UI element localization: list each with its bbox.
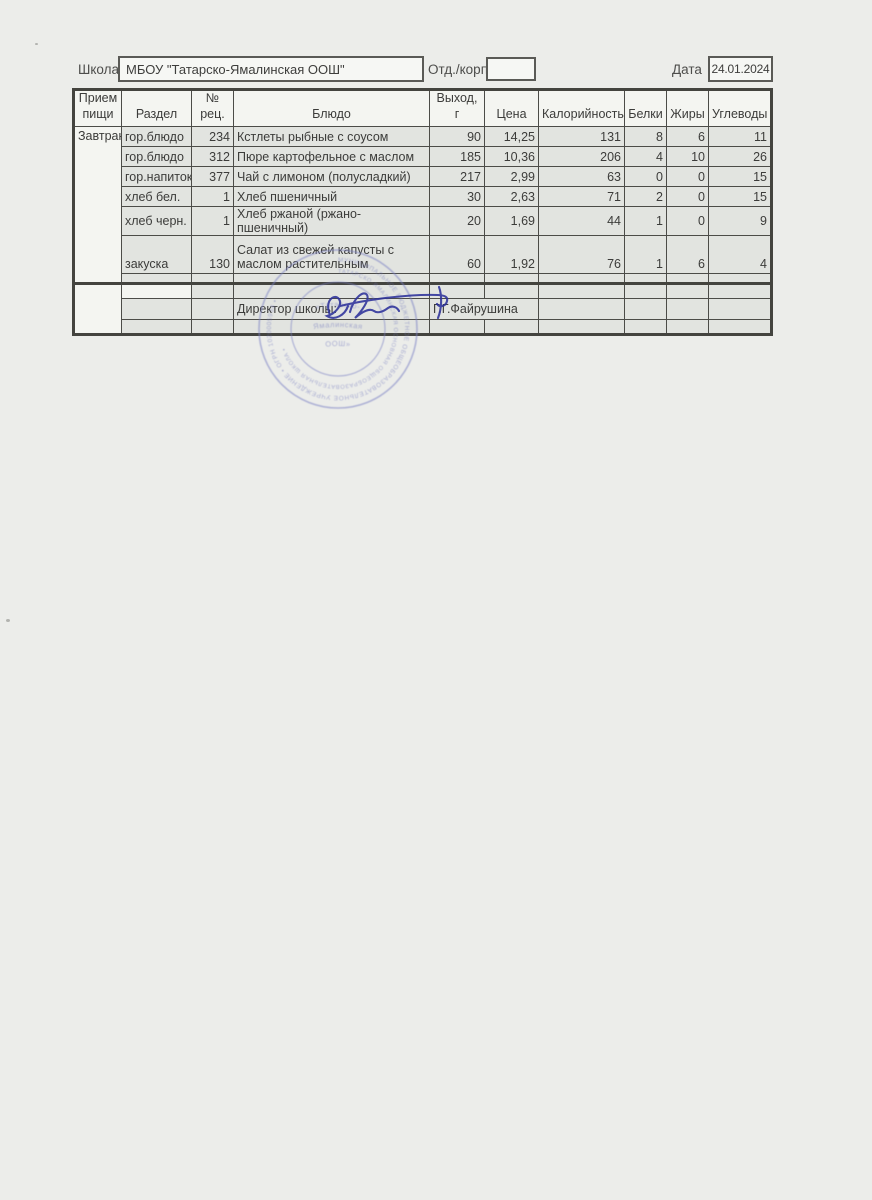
weight-cell: 185 bbox=[429, 146, 485, 168]
price-cell: 1,92 bbox=[484, 235, 539, 275]
price-cell: 1,69 bbox=[484, 206, 539, 237]
col-header-carbs: Углеводы bbox=[708, 88, 772, 128]
section-cell: гор.напиток bbox=[121, 166, 192, 188]
recipe-cell: 130 bbox=[191, 235, 234, 275]
fat-cell: 0 bbox=[666, 186, 709, 208]
protein-cell: 1 bbox=[624, 235, 667, 275]
protein-cell: 4 bbox=[624, 146, 667, 168]
protein-cell: 8 bbox=[624, 126, 667, 148]
footer-row bbox=[74, 319, 772, 335]
scan-speck bbox=[6, 619, 10, 622]
dish-cell: Пюре картофельное с маслом bbox=[233, 146, 430, 168]
signature-table: Директор школы: Г.Г.Файрушина bbox=[72, 282, 773, 336]
price-cell: 2,99 bbox=[484, 166, 539, 188]
footer-row: Директор школы: Г.Г.Файрушина bbox=[74, 298, 772, 320]
col-header-calories: Калорийность bbox=[538, 88, 625, 128]
fat-cell: 0 bbox=[666, 166, 709, 188]
carbs-cell: 9 bbox=[708, 206, 772, 237]
calories-cell: 71 bbox=[538, 186, 625, 208]
calories-cell: 131 bbox=[538, 126, 625, 148]
col-header-dish: Блюдо bbox=[233, 88, 430, 128]
section-cell: закуска bbox=[121, 235, 192, 275]
dept-label: Отд./корп bbox=[428, 62, 488, 77]
menu-row: гор.блюдо 312 Пюре картофельное с маслом… bbox=[74, 146, 772, 168]
price-cell: 10,36 bbox=[484, 146, 539, 168]
weight-cell: 20 bbox=[429, 206, 485, 237]
recipe-cell: 377 bbox=[191, 166, 234, 188]
scan-speck bbox=[35, 43, 38, 45]
menu-row: хлеб черн. 1 Хлеб ржаной (ржано-пшеничны… bbox=[74, 206, 772, 237]
date-label: Дата bbox=[672, 62, 702, 77]
dept-value-box bbox=[486, 57, 536, 81]
weight-cell: 90 bbox=[429, 126, 485, 148]
menu-row: закуска 130 Салат из свежей капусты с ма… bbox=[74, 235, 772, 275]
date-value-box: 24.01.2024 bbox=[708, 56, 773, 82]
carbs-cell: 15 bbox=[708, 166, 772, 188]
recipe-cell: 1 bbox=[191, 186, 234, 208]
dish-cell: Хлеб ржаной (ржано-пшеничный) bbox=[233, 206, 430, 237]
col-header-recipe: № рец. bbox=[191, 88, 234, 128]
calories-cell: 44 bbox=[538, 206, 625, 237]
dish-cell: Кстлеты рыбные с соусом bbox=[233, 126, 430, 148]
protein-cell: 1 bbox=[624, 206, 667, 237]
section-cell: хлеб бел. bbox=[121, 186, 192, 208]
section-cell: гор.блюдо bbox=[121, 126, 192, 148]
carbs-cell: 4 bbox=[708, 235, 772, 275]
recipe-cell: 1 bbox=[191, 206, 234, 237]
col-header-weight: Выход, г bbox=[429, 88, 485, 128]
menu-table: Прием пищи Раздел № рец. Блюдо Выход, г … bbox=[72, 88, 773, 290]
director-name: Г.Г.Файрушина bbox=[429, 298, 539, 320]
stamp-center-text: ООШ» bbox=[325, 339, 351, 349]
calories-cell: 76 bbox=[538, 235, 625, 275]
menu-row: хлеб бел. 1 Хлеб пшеничный 30 2,63 71 2 … bbox=[74, 186, 772, 208]
col-header-protein: Белки bbox=[624, 88, 667, 128]
fat-cell: 10 bbox=[666, 146, 709, 168]
recipe-cell: 234 bbox=[191, 126, 234, 148]
section-cell: хлеб черн. bbox=[121, 206, 192, 237]
fat-cell: 6 bbox=[666, 126, 709, 148]
header-row: Прием пищи Раздел № рец. Блюдо Выход, г … bbox=[73, 88, 772, 128]
protein-cell: 0 bbox=[624, 166, 667, 188]
dish-cell: Хлеб пшеничный bbox=[233, 186, 430, 208]
weight-cell: 30 bbox=[429, 186, 485, 208]
footer-row bbox=[73, 283, 772, 335]
col-header-price: Цена bbox=[484, 88, 539, 128]
weight-cell: 217 bbox=[429, 166, 485, 188]
col-header-fat: Жиры bbox=[666, 88, 709, 128]
menu-row: гор.напиток 377 Чай с лимоном (полусладк… bbox=[74, 166, 772, 188]
weight-cell: 60 bbox=[429, 235, 485, 275]
price-cell: 14,25 bbox=[484, 126, 539, 148]
protein-cell: 2 bbox=[624, 186, 667, 208]
carbs-cell: 11 bbox=[708, 126, 772, 148]
fat-cell: 0 bbox=[666, 206, 709, 237]
meal-cell: Завтрак bbox=[73, 126, 122, 289]
school-label: Школа bbox=[78, 62, 120, 77]
price-cell: 2,63 bbox=[484, 186, 539, 208]
fat-cell: 6 bbox=[666, 235, 709, 275]
section-cell: гор.блюдо bbox=[121, 146, 192, 168]
calories-cell: 206 bbox=[538, 146, 625, 168]
dish-cell: Чай с лимоном (полусладкий) bbox=[233, 166, 430, 188]
col-header-meal: Прием пищи bbox=[73, 88, 122, 128]
dish-cell: Салат из свежей капусты с маслом растите… bbox=[233, 235, 430, 275]
menu-row: Завтрак гор.блюдо 234 Кстлеты рыбные с с… bbox=[73, 126, 772, 289]
recipe-cell: 312 bbox=[191, 146, 234, 168]
director-label: Директор школы: bbox=[233, 298, 430, 320]
col-header-section: Раздел bbox=[121, 88, 192, 128]
calories-cell: 63 bbox=[538, 166, 625, 188]
carbs-cell: 15 bbox=[708, 186, 772, 208]
school-value-box: МБОУ "Татарско-Ямалинская ООШ" bbox=[118, 56, 424, 82]
carbs-cell: 26 bbox=[708, 146, 772, 168]
